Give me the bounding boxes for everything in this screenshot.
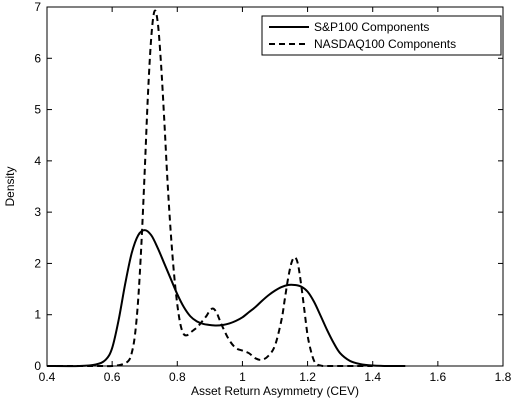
- x-tick-label: 0.8: [169, 370, 186, 384]
- ticks-layer: 0.4 0.6 0.8 1 1.2 1.4 1.6 1.8 0 1 2 3 4 5 6 7: [34, 0, 511, 384]
- legend: S&P100 Components NASDAQ100 Components: [261, 15, 502, 56]
- series-layer: [46, 9, 406, 368]
- legend-label-nasdaq100: NASDAQ100 Components: [314, 37, 456, 51]
- y-tick-label: 2: [34, 256, 41, 270]
- x-tick-label: 1.6: [430, 370, 447, 384]
- legend-label-sp100: S&P100 Components: [314, 20, 429, 34]
- axes-frame: [46, 6, 504, 367]
- legend-box: [261, 15, 502, 56]
- y-tick-label: 1: [34, 308, 41, 322]
- y-tick-label: 0: [34, 359, 41, 373]
- x-axis-label: Asset Return Asymmetry (CEV): [191, 384, 359, 398]
- y-tick-label: 3: [34, 205, 41, 219]
- series-line-sp100: [46, 229, 406, 368]
- x-tick-label: 0.4: [39, 370, 56, 384]
- x-tick-label: 1.8: [495, 370, 512, 384]
- series-line-nasdaq100: [47, 9, 373, 368]
- x-tick-label: 0.6: [104, 370, 121, 384]
- y-tick-label: 6: [34, 51, 41, 65]
- y-tick-label: 5: [34, 103, 41, 117]
- y-tick-label: 7: [34, 0, 41, 14]
- y-tick-label: 4: [34, 154, 41, 168]
- x-tick-label: 1: [239, 370, 246, 384]
- x-tick-label: 1.2: [299, 370, 316, 384]
- x-tick-label: 1.4: [364, 370, 381, 384]
- y-axis-label: Density: [3, 166, 17, 206]
